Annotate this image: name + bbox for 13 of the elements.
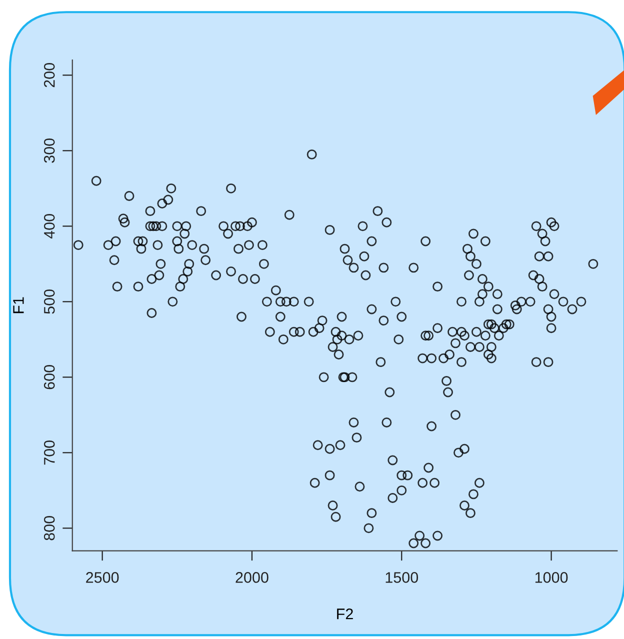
y-tick-label: 600 [44, 365, 55, 390]
y-tick-label: 700 [44, 440, 55, 465]
y-tick-label: 400 [44, 214, 55, 239]
x-tick-label: 1500 [386, 572, 418, 583]
y-tick-label: 200 [44, 63, 55, 88]
x-tick-label: 2500 [86, 572, 119, 583]
y-tick-label: 300 [44, 138, 55, 163]
x-tick-label: 2000 [236, 572, 268, 583]
x-axis-title: F2 [337, 608, 353, 620]
x-tick-label: 1000 [535, 572, 568, 583]
y-tick-label: 800 [44, 516, 55, 540]
y-tick-label: 500 [44, 290, 55, 314]
y-axis-title: F1 [13, 297, 24, 314]
